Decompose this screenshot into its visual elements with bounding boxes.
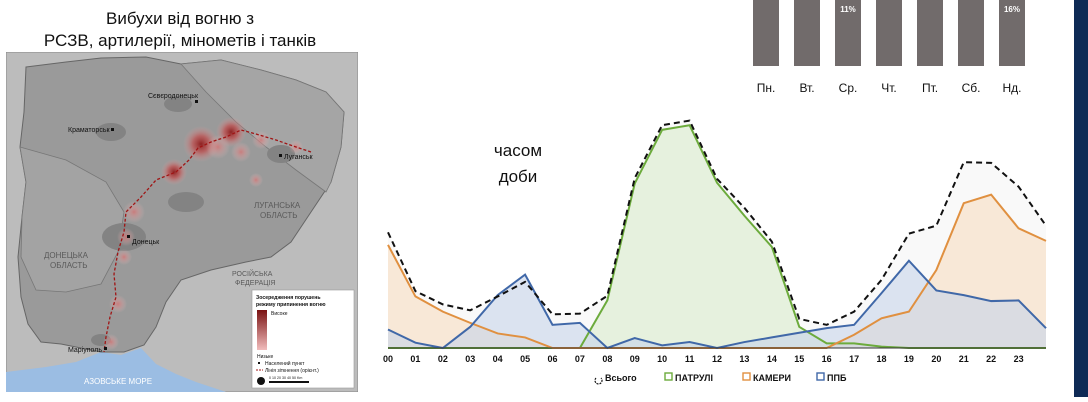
region-label-donetsk-1: ДОНЕЦЬКА <box>44 251 89 260</box>
legend-color-ramp <box>257 310 267 350</box>
hourly-chart-title: часом доби <box>478 138 558 190</box>
weekday-bar <box>835 0 861 66</box>
x-tick-label: 03 <box>465 354 475 364</box>
x-tick-label: 10 <box>657 354 667 364</box>
x-tick-label: 14 <box>767 354 777 364</box>
x-tick-label: 18 <box>876 354 886 364</box>
hourly-area-chart-svg: 00 01 02 03 04 05 06 07 08 09 10 11 12 13 14 15 16 17 18 19… <box>383 119 1047 385</box>
x-tick-label: 02 <box>438 354 448 364</box>
x-tick-label: 23 <box>1014 354 1024 364</box>
city-label-luhansk: Луганськ <box>284 154 313 161</box>
weekday-bar <box>999 0 1025 66</box>
area-fill-ППБ <box>388 260 1046 348</box>
weekday-bar <box>917 0 943 66</box>
region-label-luhansk-1: ЛУГАНСЬКА <box>254 201 301 210</box>
weekday-label: Вт. <box>799 81 814 95</box>
city-label-kramatorsk: Краматорськ <box>68 127 110 134</box>
hourly-chart: 00 01 02 03 04 05 06 07 08 09 10 11 12 13 14 15 16 17 18 19… <box>380 105 1060 397</box>
legend-settlement-marker <box>258 362 260 364</box>
legend-swatch <box>816 372 825 381</box>
heat-spots <box>103 117 303 350</box>
weekday-label: Чт. <box>881 81 897 95</box>
x-tick-label: 01 <box>410 354 420 364</box>
legend-contact-line: Лінія зіткнення (орієнт.) <box>265 368 319 374</box>
weekday-bar <box>794 0 820 66</box>
scale-bar <box>269 381 309 383</box>
x-tick-label: 08 <box>602 354 612 364</box>
weekday-label: Нд. <box>1002 81 1021 95</box>
legend-item: ППБ <box>816 372 847 383</box>
x-tick-label: 05 <box>520 354 530 364</box>
sea-label: АЗОВСЬКЕ МОРЕ <box>84 377 152 386</box>
x-tick-label: 13 <box>739 354 749 364</box>
legend-swatch <box>742 372 751 381</box>
x-tick-label: 11 <box>685 354 695 364</box>
legend-settlement: Населений пункт <box>265 360 305 367</box>
region-label-donetsk-2: ОБЛАСТЬ <box>50 261 88 270</box>
weekday-bars-svg: Пн. Вт. 11% Ср. Чт. Пт. Сб. 16% Нд. <box>753 0 1025 95</box>
donetsk-west-area <box>19 146 125 293</box>
weekday-label: Сб. <box>962 81 981 95</box>
region-label-luhansk-2: ОБЛАСТЬ <box>260 211 298 220</box>
x-tick-label: 09 <box>630 354 640 364</box>
x-tick-label: 06 <box>547 354 557 364</box>
heat-map: Сєвєродонецьк Краматорськ Луганськ Донец… <box>6 52 358 392</box>
legend-item: Всього <box>594 373 637 385</box>
weekday-label: Пн. <box>757 81 776 95</box>
x-tick-label: 15 <box>794 354 804 364</box>
x-tick-label: 20 <box>931 354 941 364</box>
legend-label: Всього <box>605 373 637 383</box>
legend-low: Низьке <box>257 354 274 360</box>
map-legend: Зосередження порушень режиму припинення … <box>251 289 355 389</box>
legend-label: ПАТРУЛІ <box>675 373 713 383</box>
north-arrow-icon <box>257 377 265 385</box>
hourly-title-line2: доби <box>498 167 538 186</box>
x-tick-label: 12 <box>712 354 722 364</box>
side-accent-bar <box>1074 0 1088 397</box>
x-tick-label: 22 <box>986 354 996 364</box>
weekday-bar <box>958 0 984 66</box>
hourly-title-line1: часом <box>493 141 543 160</box>
series-line-total <box>387 119 1047 326</box>
city-label-donetsk: Донецьк <box>132 239 160 246</box>
city-label-mariupol: Маріуполь <box>68 346 102 354</box>
area-fill-ПАТРУЛІ <box>388 125 1046 348</box>
legend-scale: 0 10 20 30 40 50 Km <box>269 376 302 380</box>
region-label-russia-1: РОСІЙСЬКА <box>232 269 273 278</box>
weekday-label: Пт. <box>922 81 938 95</box>
city-markers <box>104 100 282 350</box>
legend-label: КАМЕРИ <box>753 373 791 383</box>
map-title: Вибухи від вогню з РСЗВ, артилерії, міно… <box>0 8 360 52</box>
legend-item: КАМЕРИ <box>742 372 791 383</box>
weekday-label: Ср. <box>839 81 858 95</box>
region-label-russia-2: ФЕДЕРАЦІЯ <box>235 280 275 287</box>
legend-swatch-total <box>594 377 603 385</box>
donbas-heat-map: Сєвєродонецьк Краматорськ Луганськ Донец… <box>6 52 358 392</box>
x-tick-label: 07 <box>575 354 585 364</box>
map-title-line1: Вибухи від вогню з <box>105 9 255 28</box>
weekday-bar <box>876 0 902 66</box>
map-title-line2: РСЗВ, артилерії, мінометів і танків <box>43 31 317 50</box>
x-tick-label: 19 <box>904 354 914 364</box>
x-tick-label: 16 <box>822 354 832 364</box>
weekday-bar-label: 16% <box>1004 5 1020 14</box>
legend-swatch <box>664 372 673 381</box>
weekday-chart: Пн. Вт. 11% Ср. Чт. Пт. Сб. 16% Нд. <box>740 0 1050 100</box>
legend-high: Високе <box>271 311 288 317</box>
legend-title-1: Зосередження порушень <box>256 295 321 301</box>
legend-item: ПАТРУЛІ <box>664 372 713 383</box>
x-tick-label: 00 <box>383 354 393 364</box>
x-tick-label: 21 <box>959 354 969 364</box>
x-tick-label: 17 <box>849 354 859 364</box>
legend-title-2: режиму припинення вогню <box>256 302 326 308</box>
x-tick-label: 04 <box>493 354 503 364</box>
legend-label: ППБ <box>827 373 847 383</box>
city-label-severodonetsk: Сєвєродонецьк <box>148 93 199 100</box>
contact-line <box>103 129 312 353</box>
weekday-bar-label: 11% <box>840 5 856 14</box>
azov-sea <box>6 348 226 392</box>
weekday-bar <box>753 0 779 66</box>
